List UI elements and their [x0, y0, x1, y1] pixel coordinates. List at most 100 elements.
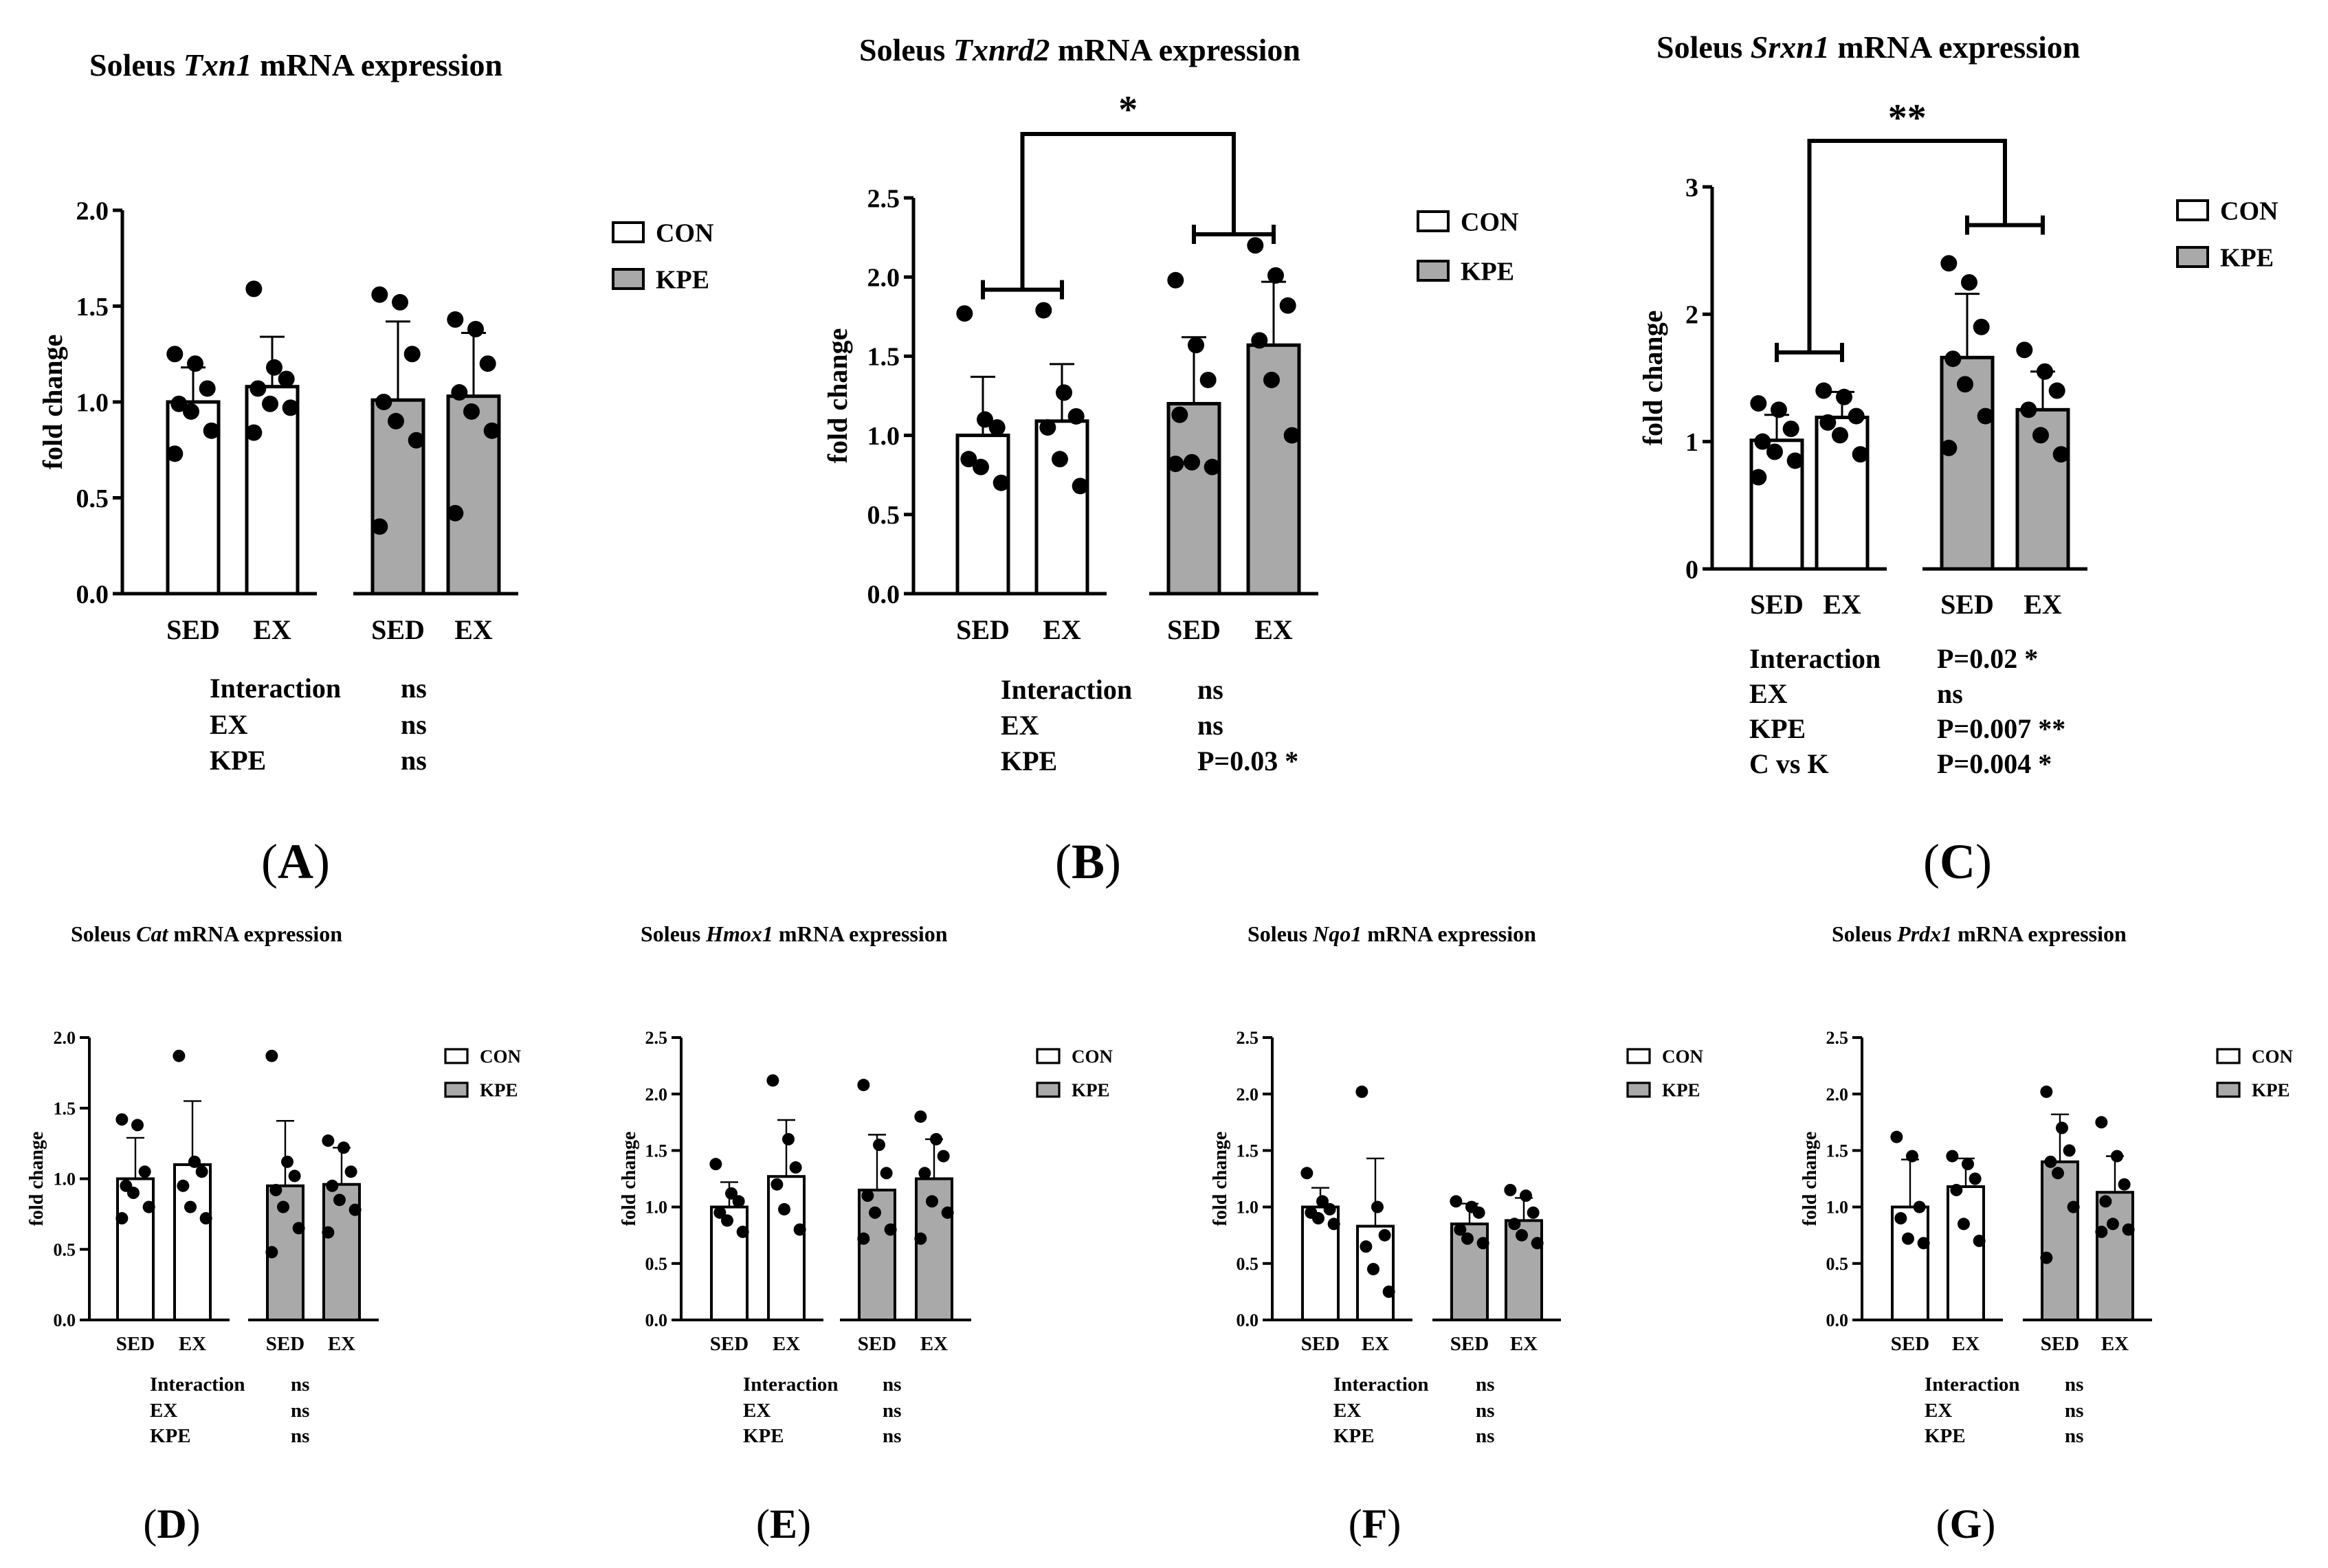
data-point	[1950, 1183, 1963, 1196]
y-tick-label: 0.5	[645, 1254, 668, 1274]
data-point	[1167, 456, 1184, 473]
data-point	[771, 1178, 784, 1191]
data-point	[869, 1206, 881, 1219]
panel-label-letter: D	[157, 1501, 186, 1547]
data-point	[1890, 1130, 1903, 1143]
data-point	[170, 395, 188, 412]
stat-value: P=0.02 *	[1937, 643, 2038, 674]
data-point	[736, 1225, 749, 1238]
data-point	[1527, 1206, 1540, 1219]
y-tick-label: 0.0	[76, 580, 109, 609]
data-point	[375, 394, 392, 410]
data-point	[177, 1179, 190, 1192]
y-tick-label: 1.0	[1826, 1198, 1849, 1218]
data-point	[2044, 1155, 2057, 1168]
y-tick-label: 2.0	[76, 197, 109, 225]
data-point	[1940, 255, 1958, 272]
legend-swatch-con	[1626, 1048, 1651, 1064]
x-tick-label: SED	[858, 1333, 896, 1355]
data-point	[1766, 443, 1783, 460]
legend-label: CON	[2252, 1046, 2294, 1066]
data-point	[467, 320, 484, 337]
y-tick-label: 2.0	[645, 1084, 668, 1104]
y-tick-label: 1	[1685, 428, 1698, 457]
x-tick-label: EX	[253, 614, 291, 645]
chart-title-suffix: mRNA expression	[1050, 32, 1300, 67]
data-point	[1476, 1237, 1489, 1250]
chart-title-prefix: Soleus	[89, 47, 184, 82]
panel-label-open: (	[1349, 1501, 1362, 1547]
data-point	[115, 1113, 129, 1126]
data-point	[1454, 1223, 1467, 1236]
data-point	[138, 1165, 151, 1178]
legend-swatch-kpe	[1626, 1082, 1651, 1098]
x-tick-label: EX	[920, 1333, 948, 1355]
stat-value: P=0.004 *	[1937, 748, 2052, 779]
x-tick-label: EX	[1510, 1333, 1538, 1355]
y-tick-label: 0.5	[54, 1240, 76, 1259]
data-point	[333, 1194, 346, 1207]
y-tick-label: 1.0	[54, 1169, 76, 1189]
data-point	[1039, 419, 1056, 436]
y-tick-label: 0.0	[645, 1310, 668, 1330]
data-point	[993, 474, 1010, 491]
legend-swatch-con	[444, 1048, 469, 1064]
y-axis-label: fold change	[1210, 1132, 1231, 1227]
stat-value: P=0.007 **	[1937, 713, 2065, 744]
panel-label-close: )	[1975, 834, 1992, 889]
data-point	[1902, 1232, 1914, 1245]
data-point	[142, 1200, 155, 1213]
x-tick-label: SED	[266, 1333, 304, 1355]
stat-label: EX	[1749, 678, 1788, 709]
y-tick-label: 1.0	[645, 1198, 668, 1218]
panel-label-open: (	[143, 1501, 157, 1547]
x-tick-label: SED	[1891, 1333, 1929, 1355]
data-point	[930, 1132, 942, 1145]
data-point	[721, 1214, 733, 1227]
panel-label-letter: C	[1940, 834, 1975, 889]
data-point	[1300, 1167, 1313, 1180]
data-point	[1035, 302, 1052, 319]
panel-label: (G)	[1936, 1501, 1996, 1547]
legend-label: KPE	[1662, 1079, 1700, 1100]
data-point	[1750, 469, 1767, 486]
data-point	[937, 1150, 950, 1163]
panel-label: (C)	[1923, 834, 1992, 889]
legend-label: CON	[1662, 1046, 1704, 1066]
chart-title-suffix: mRNA expression	[252, 47, 502, 82]
legend-label: CON	[656, 219, 713, 247]
data-point	[1531, 1237, 1544, 1250]
stat-value: P=0.03 *	[1197, 746, 1298, 776]
stat-label: Interaction	[1333, 1374, 1429, 1396]
legend-label: KPE	[480, 1079, 518, 1100]
data-point	[778, 1202, 790, 1216]
data-point	[873, 1139, 885, 1152]
data-point	[265, 1049, 278, 1062]
stat-label: Interaction	[150, 1374, 245, 1396]
data-point	[1962, 1158, 1974, 1171]
data-point	[1750, 395, 1767, 412]
data-point	[281, 1155, 293, 1168]
y-tick-label: 2.5	[1826, 1028, 1849, 1048]
data-point	[188, 1155, 201, 1168]
data-point	[1754, 433, 1771, 450]
data-point	[2107, 1218, 2119, 1231]
panel-label-close: )	[1387, 1501, 1401, 1547]
data-point	[2067, 1200, 2080, 1213]
legend-label: KPE	[1461, 257, 1514, 286]
significance-bracket	[1807, 139, 2007, 352]
data-point	[245, 280, 263, 298]
y-tick-label: 1.0	[76, 388, 109, 417]
legend-label: KPE	[656, 265, 709, 294]
data-point	[292, 1222, 305, 1235]
stat-value: ns	[1476, 1425, 1494, 1447]
stat-value: ns	[291, 1374, 309, 1396]
data-point	[1771, 401, 1787, 418]
data-point	[732, 1195, 745, 1208]
y-tick-label: 2.0	[54, 1028, 76, 1048]
stat-label: KPE	[743, 1425, 784, 1447]
data-point	[173, 1049, 186, 1062]
stat-value: ns	[883, 1374, 901, 1396]
x-tick-label: EX	[179, 1333, 206, 1355]
